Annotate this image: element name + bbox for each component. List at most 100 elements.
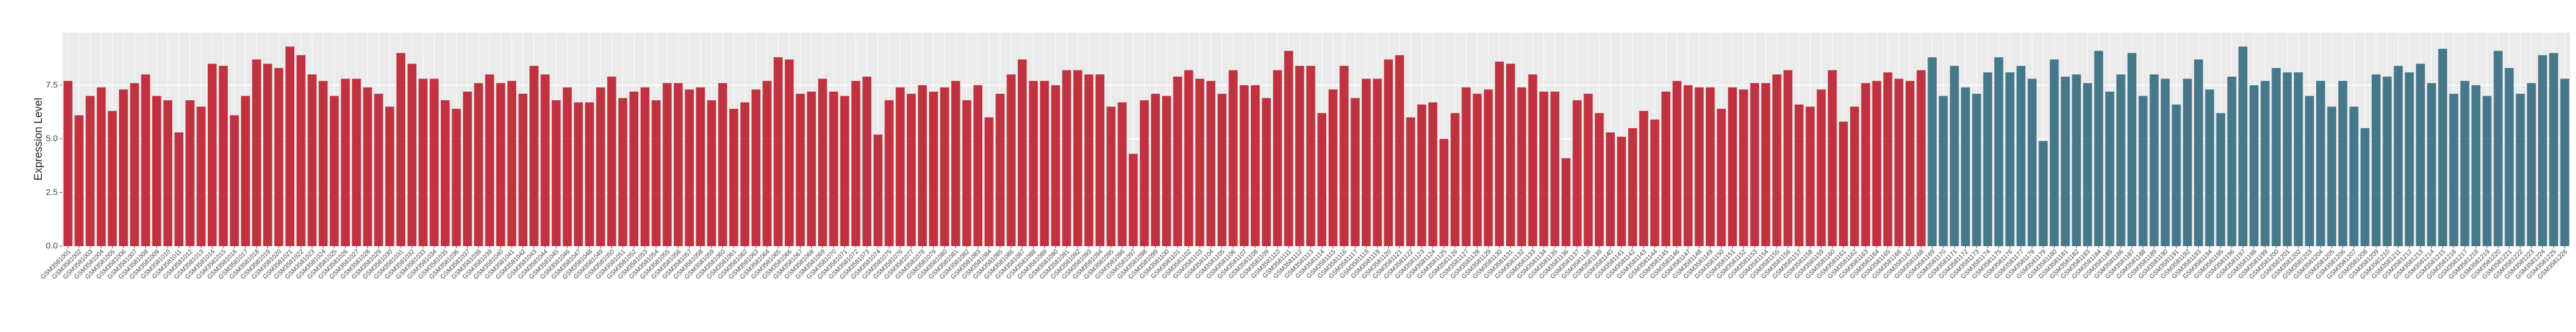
bar <box>1107 106 1116 246</box>
bar <box>1117 102 1127 246</box>
bar <box>1595 113 1604 246</box>
bar <box>1095 74 1105 246</box>
bar <box>1451 113 1460 246</box>
bar <box>862 76 872 246</box>
bar <box>696 87 705 247</box>
bar <box>762 81 772 246</box>
bar <box>1961 87 1970 247</box>
bar <box>2338 81 2348 246</box>
bar <box>1528 74 1538 246</box>
bar <box>2138 96 2148 246</box>
bar <box>1151 93 1160 246</box>
bar <box>2438 49 2447 247</box>
bar <box>429 78 439 246</box>
bar <box>118 89 128 246</box>
bar <box>285 46 295 247</box>
bar <box>973 85 983 246</box>
bar <box>1661 92 1670 246</box>
bar <box>141 74 151 246</box>
bar <box>1828 70 1837 246</box>
bar <box>962 100 971 246</box>
bar <box>1550 92 1560 246</box>
bar <box>2249 85 2259 246</box>
bar <box>1639 110 1649 246</box>
bar <box>496 83 505 247</box>
bar <box>1905 81 1915 246</box>
bar <box>1062 70 1072 246</box>
bar <box>385 106 394 246</box>
bar <box>1783 70 1793 246</box>
bar <box>418 78 428 246</box>
bar <box>2238 46 2247 247</box>
bar <box>1938 96 1948 246</box>
bar <box>1361 78 1371 246</box>
bar <box>1417 104 1427 246</box>
bar <box>1484 89 1493 246</box>
bar <box>2261 81 2270 246</box>
bar <box>1273 70 1282 246</box>
bar <box>1772 74 1781 246</box>
bar <box>2294 72 2303 247</box>
bar <box>2049 59 2059 246</box>
bar <box>297 55 306 246</box>
bar <box>2372 74 2381 246</box>
bar <box>929 92 938 246</box>
bar <box>1195 78 1204 246</box>
bar <box>729 109 738 246</box>
bar <box>1373 78 1382 246</box>
bar <box>1606 132 1615 246</box>
bar <box>1894 78 1903 246</box>
bar <box>1395 55 1404 246</box>
bar <box>463 92 472 246</box>
bar <box>1850 106 1859 246</box>
y-axis-title: Expression Level <box>33 98 45 181</box>
bar <box>1340 66 1349 246</box>
bar <box>1684 85 1693 246</box>
bar <box>1583 93 1593 246</box>
bar <box>1739 89 1748 246</box>
bar <box>2105 92 2115 246</box>
bar <box>2482 96 2492 246</box>
bar <box>940 87 949 247</box>
bar <box>1461 87 1471 247</box>
bar <box>441 100 450 246</box>
bar <box>2028 78 2037 246</box>
bar <box>152 96 161 246</box>
bar <box>1217 93 1227 246</box>
bar <box>1051 85 1060 246</box>
bar <box>263 64 272 246</box>
bar <box>1917 70 1926 246</box>
bar <box>1761 83 1771 247</box>
bar <box>907 93 916 246</box>
bar <box>740 102 749 246</box>
bar <box>1628 128 1637 246</box>
bar <box>618 98 627 247</box>
bar <box>1839 121 1848 246</box>
bar <box>2127 53 2137 246</box>
bar <box>307 74 317 246</box>
bar <box>773 57 783 247</box>
bar <box>1573 100 1582 246</box>
bar <box>1805 106 1815 246</box>
bar <box>1306 66 1315 246</box>
bar <box>1717 109 1726 246</box>
bar <box>1350 98 1360 247</box>
bar <box>407 64 417 246</box>
bar <box>551 100 561 246</box>
bar <box>174 132 184 246</box>
bar <box>784 59 794 246</box>
bar <box>1994 57 2004 247</box>
bar <box>1328 89 1338 246</box>
bar <box>1184 70 1194 246</box>
bar <box>629 92 639 246</box>
bar <box>351 78 361 246</box>
bar <box>230 115 239 246</box>
bar <box>507 81 516 246</box>
bar <box>452 109 461 246</box>
bar <box>1128 153 1138 246</box>
bar <box>840 96 850 246</box>
bar <box>241 96 250 246</box>
bar <box>2527 83 2536 247</box>
bar <box>1251 85 1260 246</box>
